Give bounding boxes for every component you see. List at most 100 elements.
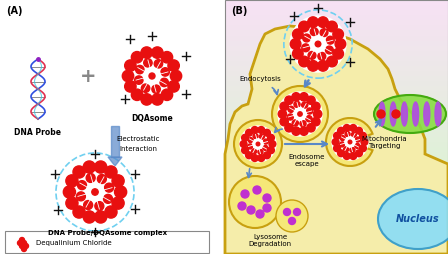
Circle shape — [356, 150, 362, 157]
Polygon shape — [225, 229, 448, 234]
Circle shape — [160, 78, 168, 87]
Circle shape — [348, 140, 352, 144]
Circle shape — [318, 60, 328, 71]
Polygon shape — [225, 97, 448, 102]
Ellipse shape — [378, 189, 448, 249]
Circle shape — [115, 186, 127, 198]
Circle shape — [289, 217, 296, 225]
Circle shape — [263, 139, 268, 144]
Ellipse shape — [435, 102, 441, 126]
Circle shape — [332, 139, 339, 146]
Circle shape — [263, 129, 271, 136]
Circle shape — [334, 145, 340, 152]
Polygon shape — [225, 218, 448, 224]
Text: Dequalinium Chloride: Dequalinium Chloride — [36, 240, 112, 246]
Polygon shape — [225, 25, 448, 30]
Circle shape — [238, 202, 246, 210]
Circle shape — [258, 155, 265, 162]
Circle shape — [356, 127, 362, 134]
Polygon shape — [225, 76, 448, 81]
Circle shape — [307, 124, 315, 132]
Polygon shape — [225, 36, 448, 41]
Circle shape — [248, 144, 253, 149]
Circle shape — [350, 124, 357, 131]
Circle shape — [292, 120, 298, 126]
Circle shape — [136, 65, 144, 74]
Circle shape — [312, 117, 320, 126]
Circle shape — [300, 93, 308, 101]
Circle shape — [122, 70, 134, 82]
Circle shape — [345, 137, 355, 147]
Circle shape — [327, 56, 337, 67]
Polygon shape — [225, 157, 448, 163]
Circle shape — [86, 173, 95, 182]
Circle shape — [122, 46, 182, 106]
Circle shape — [307, 96, 315, 104]
Circle shape — [251, 155, 258, 162]
Polygon shape — [225, 132, 448, 137]
Polygon shape — [225, 127, 448, 132]
Polygon shape — [225, 173, 448, 178]
Polygon shape — [225, 163, 448, 168]
Circle shape — [95, 211, 107, 223]
Text: Endosome
escape: Endosome escape — [289, 154, 325, 167]
Circle shape — [141, 94, 152, 105]
Circle shape — [161, 52, 172, 63]
Polygon shape — [225, 81, 448, 86]
Circle shape — [77, 192, 86, 201]
Circle shape — [95, 161, 107, 173]
Circle shape — [253, 134, 258, 139]
Polygon shape — [225, 56, 448, 61]
Circle shape — [73, 166, 85, 178]
Circle shape — [300, 121, 306, 127]
Circle shape — [152, 85, 160, 93]
Circle shape — [23, 244, 29, 248]
Circle shape — [392, 110, 400, 118]
Ellipse shape — [390, 102, 396, 126]
Circle shape — [103, 194, 112, 203]
Circle shape — [360, 145, 366, 152]
Circle shape — [299, 56, 310, 67]
Circle shape — [125, 60, 136, 71]
Ellipse shape — [413, 102, 418, 126]
Polygon shape — [225, 66, 448, 71]
Circle shape — [292, 127, 300, 135]
Circle shape — [161, 89, 172, 101]
Ellipse shape — [379, 102, 385, 126]
Circle shape — [355, 143, 360, 148]
Circle shape — [308, 52, 316, 59]
Circle shape — [315, 41, 321, 47]
Polygon shape — [225, 51, 448, 56]
Circle shape — [246, 152, 252, 159]
Circle shape — [20, 244, 25, 248]
Polygon shape — [225, 15, 448, 20]
Polygon shape — [225, 0, 448, 5]
Circle shape — [343, 153, 350, 160]
Wedge shape — [326, 118, 373, 166]
Circle shape — [73, 206, 85, 218]
Circle shape — [326, 46, 333, 54]
Text: (A): (A) — [6, 6, 22, 16]
Circle shape — [290, 16, 346, 72]
Polygon shape — [225, 234, 448, 239]
Circle shape — [310, 28, 318, 36]
Circle shape — [251, 126, 258, 133]
Polygon shape — [225, 168, 448, 173]
Circle shape — [345, 132, 350, 137]
Circle shape — [267, 134, 274, 141]
Polygon shape — [225, 198, 448, 203]
Circle shape — [334, 132, 340, 139]
Circle shape — [285, 124, 293, 132]
Circle shape — [306, 116, 312, 122]
Polygon shape — [225, 244, 448, 249]
Circle shape — [134, 76, 143, 84]
Circle shape — [247, 206, 255, 214]
Polygon shape — [225, 41, 448, 46]
Circle shape — [246, 129, 252, 136]
Circle shape — [333, 49, 344, 59]
Circle shape — [252, 149, 257, 154]
Circle shape — [338, 127, 345, 134]
Circle shape — [253, 139, 263, 149]
Text: +: + — [80, 67, 96, 86]
Circle shape — [272, 86, 328, 142]
